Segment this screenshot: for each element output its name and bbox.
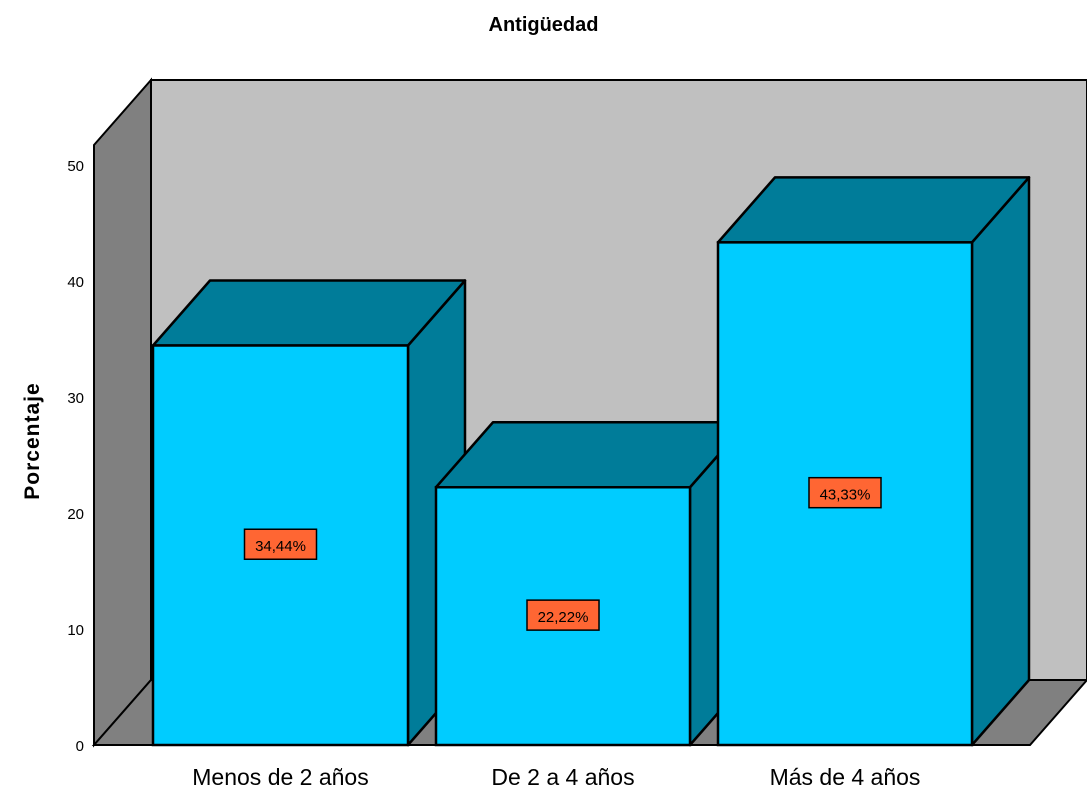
- x-tick-label: De 2 a 4 años: [491, 764, 634, 790]
- data-label-text: 34,44%: [255, 538, 306, 555]
- bar-front: [151, 344, 410, 747]
- y-tick-label: 30: [67, 390, 84, 407]
- data-label-text: 43,33%: [820, 487, 871, 504]
- data-label-text: 22,22%: [538, 609, 589, 626]
- data-label-box: [243, 528, 318, 560]
- data-label: 34,44%: [243, 528, 318, 560]
- data-label-box: [526, 599, 600, 631]
- y-tick-label: 10: [67, 622, 84, 639]
- data-label: 22,22%: [526, 599, 600, 631]
- bar-side: [970, 176, 1031, 747]
- bar-top: [151, 279, 467, 347]
- x-tick-label: Más de 4 años: [770, 764, 921, 790]
- y-tick-label: 50: [67, 158, 84, 175]
- y-tick-label: 20: [67, 506, 84, 523]
- bar: 43,33%: [716, 176, 1031, 747]
- side-wall: [93, 77, 152, 748]
- x-tick-label: Menos de 2 años: [192, 764, 368, 790]
- chart-title: Antigüedad: [488, 14, 599, 36]
- data-label-box: [808, 476, 882, 509]
- bar: 22,22%: [434, 420, 749, 747]
- y-tick-label: 0: [76, 738, 84, 755]
- bar: 34,44%: [151, 279, 467, 747]
- data-label: 43,33%: [808, 476, 882, 509]
- y-tick-label: 40: [67, 274, 84, 291]
